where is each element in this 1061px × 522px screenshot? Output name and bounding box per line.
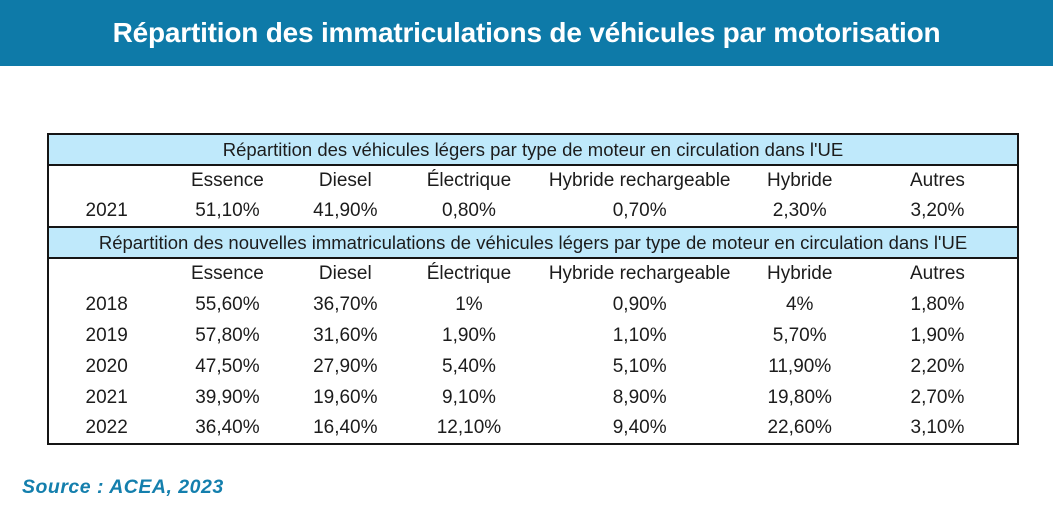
data-row-2020: 2020 47,50% 27,90% 5,40% 5,10% 11,90% 2,20% [48, 351, 1018, 382]
vehicle-table-container: Répartition des véhicules légers par typ… [47, 133, 1019, 445]
data-row-2021: 2021 51,10% 41,90% 0,80% 0,70% 2,30% 3,20% [48, 196, 1018, 227]
value-cell-électrique: 1% [400, 289, 538, 320]
value-cell-diesel: 27,90% [290, 351, 401, 382]
value-cell-hybride-rechargeable: 1,10% [537, 320, 742, 351]
value-cell-diesel: 36,70% [290, 289, 401, 320]
data-row-2021: 2021 39,90% 19,60% 9,10% 8,90% 19,80% 2,70% [48, 382, 1018, 413]
value-cell-électrique: 1,90% [400, 320, 538, 351]
value-cell-hybride: 11,90% [741, 351, 858, 382]
page-title: Répartition des immatriculations de véhi… [112, 17, 941, 48]
source-caption: Source : ACEA, 2023 [22, 476, 224, 498]
column-header-autres: Autres [857, 258, 1018, 289]
value-cell-essence: 47,50% [164, 351, 291, 382]
column-header-essence: Essence [164, 258, 291, 289]
column-header-row: Essence Diesel Électrique Hybride rechargea… [48, 165, 1018, 196]
value-cell-hybride-rechargeable: 0,70% [537, 196, 742, 227]
table-body: Répartition des véhicules légers par typ… [48, 133, 1018, 444]
value-cell-électrique: 9,10% [400, 382, 538, 413]
column-header-row: Essence Diesel Électrique Hybride rechargea… [48, 258, 1018, 289]
section-title-1: Répartition des véhicules légers par typ… [48, 133, 1018, 166]
year-cell: 2021 [48, 196, 165, 227]
value-cell-autres: 1,90% [857, 320, 1018, 351]
column-header-électrique: Électrique [400, 258, 538, 289]
section-title-2: Répartition des nouvelles immatriculatio… [48, 226, 1018, 259]
year-column-spacer [48, 165, 165, 196]
section-header-row-2: Répartition des nouvelles immatriculatio… [48, 226, 1018, 259]
data-row-2019: 2019 57,80% 31,60% 1,90% 1,10% 5,70% 1,90% [48, 320, 1018, 351]
year-cell: 2019 [48, 320, 165, 351]
section-header-row-1: Répartition des véhicules légers par typ… [48, 133, 1018, 166]
value-cell-hybride-rechargeable: 8,90% [537, 382, 742, 413]
value-cell-diesel: 41,90% [290, 196, 401, 227]
year-cell: 2020 [48, 351, 165, 382]
page-title-bar: Répartition des immatriculations de véhi… [0, 0, 1053, 66]
value-cell-essence: 36,40% [164, 413, 291, 444]
value-cell-hybride: 4% [741, 289, 858, 320]
value-cell-autres: 3,20% [857, 196, 1018, 227]
value-cell-hybride-rechargeable: 0,90% [537, 289, 742, 320]
year-column-spacer [48, 258, 165, 289]
column-header-hybride: Hybride [741, 258, 858, 289]
year-cell: 2021 [48, 382, 165, 413]
vehicle-registration-table: Répartition des véhicules légers par typ… [47, 133, 1019, 445]
column-header-électrique: Électrique [400, 165, 538, 196]
value-cell-autres: 2,20% [857, 351, 1018, 382]
data-row-2022: 2022 36,40% 16,40% 12,10% 9,40% 22,60% 3,10% [48, 413, 1018, 444]
value-cell-hybride: 5,70% [741, 320, 858, 351]
data-row-2018: 2018 55,60% 36,70% 1% 0,90% 4% 1,80% [48, 289, 1018, 320]
year-cell: 2018 [48, 289, 165, 320]
value-cell-essence: 55,60% [164, 289, 291, 320]
value-cell-hybride: 19,80% [741, 382, 858, 413]
value-cell-essence: 57,80% [164, 320, 291, 351]
column-header-autres: Autres [857, 165, 1018, 196]
value-cell-électrique: 0,80% [400, 196, 538, 227]
value-cell-essence: 39,90% [164, 382, 291, 413]
value-cell-électrique: 12,10% [400, 413, 538, 444]
column-header-hybride: Hybride [741, 165, 858, 196]
year-cell: 2022 [48, 413, 165, 444]
value-cell-diesel: 31,60% [290, 320, 401, 351]
value-cell-hybride-rechargeable: 5,10% [537, 351, 742, 382]
value-cell-électrique: 5,40% [400, 351, 538, 382]
column-header-diesel: Diesel [290, 165, 401, 196]
value-cell-diesel: 19,60% [290, 382, 401, 413]
value-cell-hybride: 22,60% [741, 413, 858, 444]
column-header-essence: Essence [164, 165, 291, 196]
column-header-diesel: Diesel [290, 258, 401, 289]
value-cell-essence: 51,10% [164, 196, 291, 227]
value-cell-autres: 2,70% [857, 382, 1018, 413]
value-cell-autres: 3,10% [857, 413, 1018, 444]
value-cell-hybride: 2,30% [741, 196, 858, 227]
column-header-hybride-rechargeable: Hybride rechargeable [537, 258, 742, 289]
column-header-hybride-rechargeable: Hybride rechargeable [537, 165, 742, 196]
value-cell-diesel: 16,40% [290, 413, 401, 444]
value-cell-hybride-rechargeable: 9,40% [537, 413, 742, 444]
value-cell-autres: 1,80% [857, 289, 1018, 320]
